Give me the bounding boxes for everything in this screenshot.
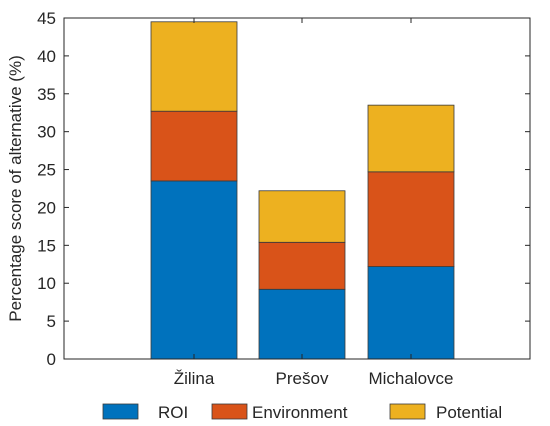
bars-layer xyxy=(150,21,455,360)
bar-environment-1 xyxy=(258,241,346,290)
y-tick-label: 20 xyxy=(37,198,56,217)
x-tick-label: Prešov xyxy=(276,369,329,388)
axes-layer: Žilina Prešov Michalovce 0 5 10 15 20 25 30 35 40 45… xyxy=(6,9,531,388)
legend-swatch-roi xyxy=(102,403,139,420)
bar-potential-1 xyxy=(258,190,346,243)
plot-frame xyxy=(63,17,531,360)
y-tick-label: 35 xyxy=(37,85,56,104)
legend-swatch-environment xyxy=(211,403,248,420)
legend-label-roi: ROI xyxy=(158,403,188,422)
legend-label-environment: Environment xyxy=(252,403,348,422)
y-axis-title: Percentage score of alternative (%) xyxy=(6,55,25,321)
bar-environment-0 xyxy=(150,110,238,182)
x-tick-label: Žilina xyxy=(174,369,215,388)
bar-roi-2 xyxy=(367,266,455,360)
bar-roi-0 xyxy=(150,180,238,360)
y-tick-label: 15 xyxy=(37,236,56,255)
y-tick-label: 5 xyxy=(47,312,56,331)
y-tick-label: 45 xyxy=(37,9,56,28)
bar-potential-0 xyxy=(150,21,238,112)
bar-roi-1 xyxy=(258,288,346,360)
y-tick-label: 40 xyxy=(37,47,56,66)
bar-environment-2 xyxy=(367,171,455,267)
y-tick-label: 25 xyxy=(37,161,56,180)
legend-swatch-potential xyxy=(389,403,426,420)
bar-potential-2 xyxy=(367,104,455,173)
legend-layer: ROI Environment Potential xyxy=(102,403,502,422)
y-tick-label: 10 xyxy=(37,274,56,293)
y-tick-label: 30 xyxy=(37,123,56,142)
y-tick-label: 0 xyxy=(47,350,56,369)
x-tick-label: Michalovce xyxy=(368,369,453,388)
legend-label-potential: Potential xyxy=(436,403,502,422)
